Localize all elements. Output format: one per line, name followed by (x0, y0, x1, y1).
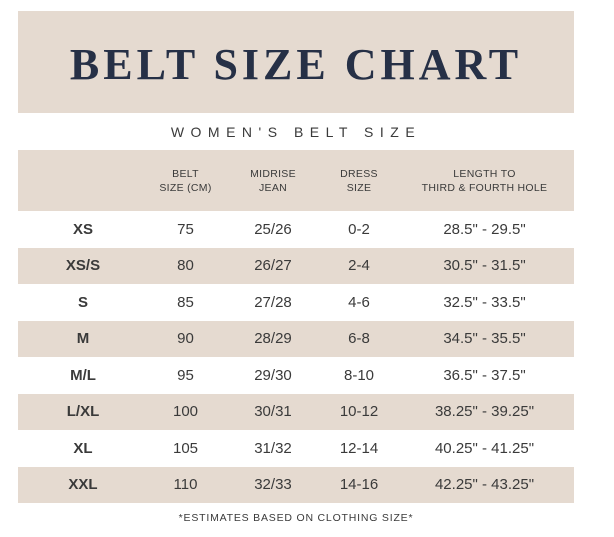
table-row: XL 105 31/32 12-14 40.25" - 41.25" (18, 430, 574, 467)
belt-cm: 80 (177, 257, 194, 275)
belt-cm: 75 (177, 220, 194, 238)
table-row: M 90 28/29 6-8 34.5" - 35.5" (18, 320, 574, 357)
jean-size: 28/29 (254, 330, 292, 348)
table-row: XS/S 80 26/27 2-4 30.5" - 31.5" (18, 247, 574, 284)
header-belt-line1: BELT (172, 167, 199, 180)
length-range: 36.5" - 37.5" (443, 366, 526, 384)
dress-size: 10-12 (339, 403, 379, 421)
size-label: M/L (70, 366, 96, 384)
header-jean-line1: MIDRISE (250, 167, 296, 180)
table-row: XS 75 25/26 0-2 28.5" - 29.5" (18, 211, 574, 248)
jean-size: 25/26 (254, 220, 292, 238)
length-range: 30.5" - 31.5" (443, 257, 526, 275)
length-range: 32.5" - 33.5" (443, 293, 526, 311)
subtitle: WOMEN'S BELT SIZE (170, 124, 422, 140)
size-label: S (77, 293, 88, 311)
title-band: BELT SIZE CHART (18, 11, 574, 113)
length-range: 40.25" - 41.25" (434, 439, 535, 457)
dress-size: 8-10 (343, 366, 375, 384)
length-range: 38.25" - 39.25" (434, 403, 535, 421)
header-dress-size: DRESS SIZE (323, 167, 395, 195)
table-row: S 85 27/28 4-6 32.5" - 33.5" (18, 284, 574, 321)
header-midrise-jean: MIDRISE JEAN (223, 167, 323, 195)
header-length-line2: THIRD & FOURTH HOLE (421, 181, 548, 194)
table-row: M/L 95 29/30 8-10 36.5" - 37.5" (18, 357, 574, 394)
footnote: *ESTIMATES BASED ON CLOTHING SIZE* (178, 512, 414, 524)
dress-size: 2-4 (348, 257, 370, 275)
header-jean-line2: JEAN (258, 181, 288, 194)
jean-size: 29/30 (254, 366, 292, 384)
size-label: XS/S (65, 257, 101, 275)
size-label: L/XL (66, 403, 100, 421)
belt-cm: 95 (177, 366, 194, 384)
dress-size: 4-6 (348, 293, 370, 311)
header-belt-line2: SIZE (CM) (159, 181, 212, 194)
header-belt-size: BELT SIZE (CM) (148, 167, 223, 195)
dress-size: 14-16 (339, 476, 379, 494)
page-title: BELT SIZE CHART (69, 39, 523, 89)
size-label: M (76, 330, 90, 348)
size-table: BELT SIZE (CM) MIDRISE JEAN DRESS SIZE L… (18, 150, 574, 503)
table-header: BELT SIZE (CM) MIDRISE JEAN DRESS SIZE L… (18, 150, 574, 211)
belt-cm: 110 (173, 476, 198, 494)
dress-size: 12-14 (339, 439, 379, 457)
jean-size: 30/31 (254, 403, 292, 421)
size-label: XS (72, 220, 93, 238)
length-range: 28.5" - 29.5" (443, 220, 526, 238)
table-row: XXL 110 32/33 14-16 42.25" - 43.25" (18, 466, 574, 503)
table-row: L/XL 100 30/31 10-12 38.25" - 39.25" (18, 393, 574, 430)
dress-size: 0-2 (348, 220, 370, 238)
header-length: LENGTH TO THIRD & FOURTH HOLE (395, 167, 574, 195)
belt-cm: 105 (172, 439, 199, 457)
size-label: XL (73, 439, 93, 457)
size-label: XXL (68, 476, 98, 494)
header-dress-line1: DRESS (340, 167, 378, 180)
belt-cm: 100 (172, 403, 199, 421)
dress-size: 6-8 (348, 330, 370, 348)
jean-size: 27/28 (254, 293, 292, 311)
belt-cm: 90 (177, 330, 194, 348)
header-dress-line2: SIZE (346, 181, 372, 194)
header-length-line1: LENGTH TO (453, 167, 516, 180)
jean-size: 31/32 (254, 439, 292, 457)
length-range: 34.5" - 35.5" (443, 330, 526, 348)
jean-size: 32/33 (254, 476, 292, 494)
length-range: 42.25" - 43.25" (434, 476, 535, 494)
jean-size: 26/27 (254, 257, 292, 275)
belt-cm: 85 (177, 293, 194, 311)
